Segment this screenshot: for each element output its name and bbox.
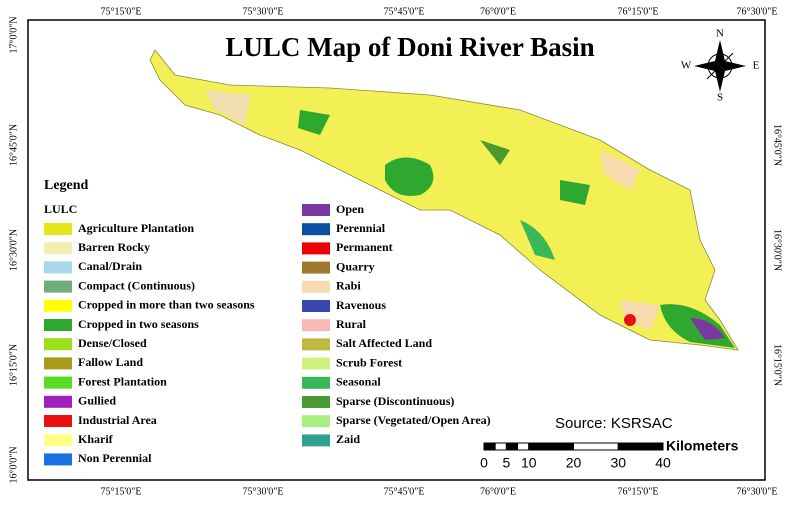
legend-swatch <box>44 299 72 312</box>
legend-label: Forest Plantation <box>78 374 167 388</box>
legend-swatch <box>302 223 330 236</box>
legend-label: Permanent <box>336 240 393 254</box>
legend-swatch <box>302 434 330 447</box>
legend-swatch <box>302 396 330 408</box>
legend-swatch <box>44 223 72 235</box>
legend-swatch <box>302 376 330 389</box>
legend-swatch <box>44 415 72 427</box>
legend-label: Open <box>336 202 364 216</box>
bottom-coord: 75°15'0"E <box>101 486 142 497</box>
bottom-coord: 76°30'0"E <box>737 486 778 497</box>
legend-label: Kharif <box>78 432 114 446</box>
scale-label: 10 <box>521 455 537 471</box>
legend-label: Rabi <box>336 279 361 293</box>
scale-segment <box>517 442 530 451</box>
legend-label: Ravenous <box>336 298 386 312</box>
legend-swatch <box>44 319 72 331</box>
top-coord: 75°45'0"E <box>384 6 425 17</box>
legend-label: Industrial Area <box>78 413 157 427</box>
legend-label: Cropped in more than two seasons <box>78 298 255 312</box>
legend-swatch <box>302 204 330 216</box>
legend-swatch <box>44 434 72 447</box>
top-coord: 76°30'0"E <box>737 6 778 17</box>
legend-label: Seasonal <box>336 375 381 389</box>
top-coord: 76°15'0"E <box>618 6 659 17</box>
bottom-coord: 75°30'0"E <box>243 486 284 497</box>
legend-label: Sparse (Discontinuous) <box>336 394 454 408</box>
right-coord: 16°45'0"N <box>772 124 783 166</box>
scale-segment <box>505 442 519 451</box>
legend-swatch <box>44 395 72 408</box>
compass-w: W <box>681 60 692 72</box>
scale-segment <box>483 442 496 451</box>
legend-label: Non Perennial <box>78 451 152 465</box>
bottom-coord: 76°0'0"E <box>480 486 516 497</box>
legend-swatch <box>44 242 72 255</box>
legend-label: Salt Affected Land <box>336 336 432 350</box>
legend-swatch <box>302 280 330 293</box>
scale-segment <box>528 442 574 451</box>
legend-label: Agriculture Plantation <box>78 221 194 235</box>
legend-swatch <box>302 357 330 370</box>
legend-swatch <box>302 242 330 255</box>
compass-e: E <box>753 60 760 72</box>
top-coord: 76°0'0"E <box>480 6 516 17</box>
compass: N S E W <box>681 28 760 104</box>
legend-swatch <box>44 376 72 389</box>
legend-label: Cropped in two seasons <box>78 317 199 331</box>
top-coord: 75°15'0"E <box>101 6 142 17</box>
legend-label: Scrub Forest <box>336 355 402 369</box>
legend-label: Rural <box>336 317 367 331</box>
legend-label: Barren Rocky <box>78 240 150 254</box>
scale-unit: Kilometers <box>666 438 739 454</box>
legend-swatch <box>302 319 330 332</box>
scale-label: 40 <box>655 455 671 471</box>
top-coord: 75°30'0"E <box>243 6 284 17</box>
land-patches <box>205 90 735 348</box>
compass-n: N <box>716 28 724 40</box>
scale-segment <box>573 442 619 451</box>
legend-swatch <box>302 261 330 274</box>
left-coord: 17°0'0"N <box>8 16 19 53</box>
right-coord: 16°15'0"N <box>772 344 783 386</box>
legend-swatch <box>302 415 330 428</box>
scale-label: 0 <box>480 455 488 471</box>
compass-s: S <box>717 92 723 104</box>
scale-segment <box>494 442 507 451</box>
legend-label: Zaid <box>336 432 360 446</box>
scale-label: 5 <box>502 455 510 471</box>
left-coord: 16°45'0"N <box>8 124 19 166</box>
legend-swatch <box>302 338 330 351</box>
legend-swatch <box>44 453 72 466</box>
legend-label: Dense/Closed <box>78 336 147 350</box>
map-title: LULC Map of Doni River Basin <box>225 32 594 62</box>
legend-label: Fallow Land <box>78 355 143 369</box>
legend-title: Legend <box>44 178 89 193</box>
legend-label: Canal/Drain <box>78 259 142 273</box>
legend-swatch <box>44 261 72 274</box>
scale-label: 20 <box>566 455 582 471</box>
scale-label: 30 <box>610 455 626 471</box>
legend-swatch <box>302 300 330 312</box>
left-coord: 16°0'0"N <box>8 446 19 483</box>
scale-segment <box>617 442 664 451</box>
source: Source: KSRSAC <box>555 415 673 432</box>
legend-subtitle: LULC <box>44 202 77 216</box>
basin <box>149 49 739 351</box>
legend-swatch <box>44 357 72 370</box>
legend-label: Quarry <box>336 259 375 273</box>
left-coord: 16°15'0"N <box>8 344 19 386</box>
bottom-coord: 76°15'0"E <box>618 486 659 497</box>
legend-label: Perennial <box>336 221 386 235</box>
legend-label: Sparse (Vegetated/Open Area) <box>336 413 491 427</box>
legend-swatch <box>44 338 72 351</box>
left-coord: 16°30'0"N <box>8 229 19 271</box>
right-coord: 16°30'0"N <box>772 229 783 271</box>
legend-label: Gullied <box>78 394 116 408</box>
legend-label: Compact (Continuous) <box>78 278 195 292</box>
legend-swatch <box>44 280 72 293</box>
bottom-coord: 75°45'0"E <box>384 486 425 497</box>
